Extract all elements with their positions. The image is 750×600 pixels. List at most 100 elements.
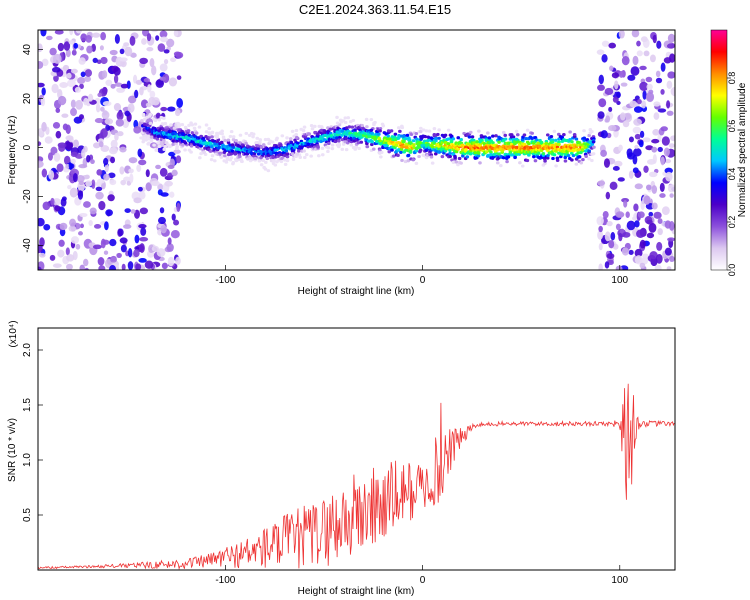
- snr-frame: [37, 327, 676, 571]
- spectrogram-cell: [279, 159, 284, 164]
- spectrogram-cell: [117, 131, 124, 137]
- spectrogram-cell: [275, 160, 279, 164]
- spectrogram-cell: [377, 132, 381, 136]
- spectrogram-cell: [83, 145, 88, 153]
- spectrogram-cell: [97, 257, 105, 266]
- spectrogram-cell: [600, 130, 608, 139]
- spectrogram-cell: [663, 57, 672, 64]
- spectrogram-cell: [652, 128, 660, 136]
- spectrogram-cell: [468, 152, 473, 156]
- spectrogram-cell: [115, 118, 124, 127]
- spectrogram-cell: [65, 135, 74, 141]
- spectrogram-cell: [148, 121, 153, 125]
- y-tick-label: 1.5: [22, 398, 33, 412]
- spectrogram-cell: [667, 184, 675, 193]
- spectrogram-cell: [632, 167, 639, 174]
- spectrogram-cell: [615, 265, 623, 270]
- spectrogram-cell: [436, 132, 440, 137]
- spectrogram-cell: [159, 167, 168, 177]
- spectrogram-cell: [103, 250, 109, 255]
- spectrogram-panel: -100 0 100 -40 -20 0 20 40 Height of straight …: [7, 29, 676, 297]
- spectrogram-cell: [52, 53, 62, 64]
- spectrogram-cell: [344, 137, 348, 141]
- spectrogram-cell: [632, 55, 639, 66]
- spectrogram-cell: [539, 140, 544, 145]
- spectrogram-cell: [151, 65, 157, 76]
- spectrogram-cell: [61, 196, 67, 202]
- spectrogram-cell: [405, 133, 410, 137]
- spectrogram-cell: [666, 80, 673, 89]
- spectrogram-cell: [527, 142, 531, 146]
- spectrogram-cell: [145, 102, 152, 108]
- spectrogram-cell: [669, 255, 675, 263]
- spectrogram-cell: [364, 117, 369, 121]
- spectrogram-cell: [54, 30, 64, 35]
- spectrogram-cell: [176, 75, 182, 80]
- spectrogram-cell: [168, 151, 176, 157]
- spectrogram-cell: [284, 149, 289, 153]
- spectrogram-cell: [119, 48, 125, 55]
- spectrogram-cell: [622, 231, 631, 238]
- spectrogram-cell: [52, 121, 61, 129]
- colorbar-label: Normalized spectral amplitude: [737, 82, 748, 217]
- spectrogram-cell: [141, 112, 146, 117]
- spectrogram-cell: [289, 140, 294, 145]
- spectrogram-cell: [522, 133, 527, 137]
- spectrogram-cell: [65, 263, 73, 270]
- spectrogram-cell: [596, 216, 604, 226]
- spectrogram-cell: [667, 237, 675, 242]
- spectrogram-cell: [661, 136, 670, 146]
- spectrogram-cell: [605, 115, 611, 123]
- spectrogram-cell: [627, 74, 636, 81]
- spectrogram-cell: [584, 154, 588, 158]
- spectrogram-cell: [53, 74, 59, 82]
- spectrogram-cell: [612, 165, 620, 171]
- spectrogram-cell: [356, 141, 361, 145]
- spectrogram-cell: [72, 172, 78, 183]
- spectrogram-cell: [432, 126, 437, 131]
- spectrogram-cell: [337, 145, 341, 149]
- spectrogram-cell: [670, 135, 675, 142]
- spectrogram-cell: [401, 134, 406, 138]
- y-tick-label: 0: [22, 144, 33, 150]
- spectrogram-cell: [330, 147, 335, 151]
- spectrogram-cell: [657, 218, 663, 225]
- spectrogram-cell: [552, 129, 557, 133]
- spectrogram-cell: [63, 41, 71, 51]
- x-tick-label: -100: [215, 575, 235, 586]
- spectrogram-cell: [506, 152, 511, 157]
- spectrogram-cell: [448, 154, 452, 159]
- spectrogram-cell: [468, 149, 473, 153]
- spectrogram-cell: [626, 220, 636, 231]
- spectrogram-cell: [290, 149, 295, 153]
- spectrogram-cell: [261, 143, 266, 147]
- spectrogram-cell: [646, 219, 653, 225]
- spectrogram-cell: [596, 49, 605, 55]
- spectrogram-cell: [313, 130, 317, 135]
- spectrogram-cell: [38, 217, 45, 227]
- spectrogram-cell: [70, 158, 76, 164]
- spectrogram-cell: [162, 116, 166, 120]
- spectrogram-cell: [370, 142, 374, 147]
- spectrogram-cell: [471, 138, 476, 142]
- spectrogram-cell: [265, 156, 270, 161]
- spectrogram-cell: [289, 144, 293, 148]
- spectrogram-cell: [139, 207, 149, 215]
- spectrogram-cell: [98, 200, 106, 211]
- spectrogram-cell: [609, 181, 618, 190]
- spectrogram-cell: [351, 118, 356, 123]
- spectrogram-cell: [655, 77, 663, 84]
- spectrogram-cell: [159, 63, 168, 72]
- spectrogram-cell: [634, 183, 643, 190]
- spectrogram-cell: [475, 140, 479, 144]
- spectrogram-cell: [394, 143, 399, 147]
- spectrogram-cell: [94, 118, 104, 124]
- spectrogram-cell: [65, 49, 71, 58]
- spectrogram-cell: [113, 66, 121, 76]
- spectrogram-cell: [307, 132, 312, 136]
- spectrogram-cell: [555, 156, 560, 160]
- spectrogram-cell: [41, 58, 49, 67]
- spectrogram-cell: [591, 140, 596, 144]
- spectrogram-cell: [513, 155, 517, 160]
- spectrogram-cell: [123, 176, 131, 182]
